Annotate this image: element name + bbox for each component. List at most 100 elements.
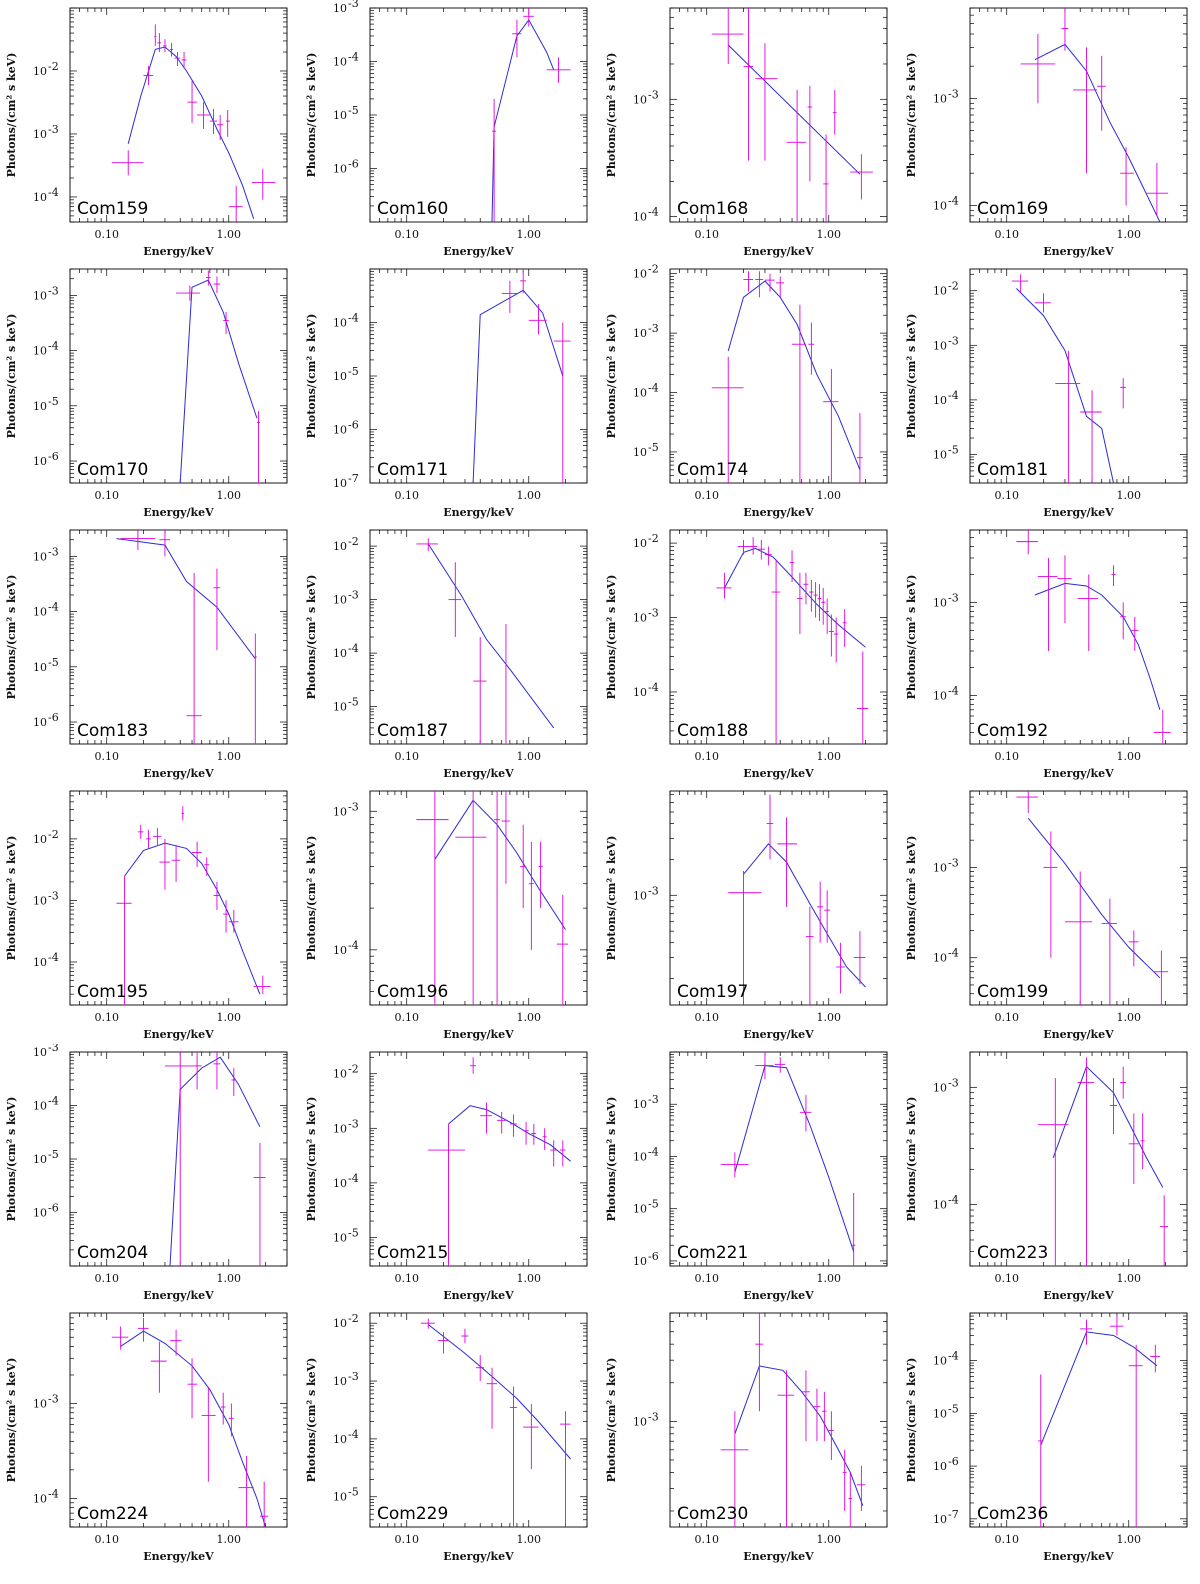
panel-label: Com168 — [677, 199, 748, 219]
y-tick-exponent: -3 — [48, 1393, 59, 1406]
y-tick-label: 10 — [333, 647, 347, 660]
y-tick-exponent: -5 — [48, 1148, 59, 1161]
spectrum-panel: 0.10 1.00 10 -6 10 -5 10 -4 10 -3 Energy/keV Photon… — [0, 261, 300, 525]
data-point — [728, 870, 762, 1005]
y-tick-label: 10 — [633, 612, 647, 625]
plot-area — [116, 530, 257, 744]
data-point — [223, 900, 229, 933]
plot-frame — [669, 529, 888, 745]
y-tick-label: 10 — [633, 889, 647, 902]
panel-label: Com171 — [377, 460, 448, 480]
y-tick-label: 10 — [333, 540, 347, 553]
data-point — [531, 1123, 537, 1145]
y-tick-label: 10 — [633, 268, 647, 281]
data-point — [813, 1388, 821, 1442]
y-tick-exponent: -5 — [348, 696, 359, 709]
data-point — [220, 1392, 226, 1425]
x-tick-label: 1.00 — [817, 1011, 842, 1024]
plot-frame — [369, 1051, 588, 1267]
data-point — [716, 572, 732, 599]
plot-area — [720, 1313, 866, 1527]
data-point — [159, 838, 171, 890]
data-point — [1080, 390, 1102, 483]
panel-label: Com215 — [377, 1243, 448, 1263]
data-point — [523, 1404, 539, 1470]
y-tick-exponent: -6 — [48, 450, 59, 463]
x-tick-label: 1.00 — [1117, 489, 1142, 502]
y-tick-exponent: -5 — [348, 1486, 359, 1499]
data-point — [836, 942, 845, 994]
x-axis-title: Energy/keV — [143, 767, 214, 780]
data-point — [737, 540, 749, 555]
y-tick-exponent: -4 — [48, 1487, 59, 1500]
x-axis-title: Energy/keV — [443, 1550, 514, 1563]
x-tick-label: 0.10 — [994, 750, 1019, 763]
plot-frame — [669, 1312, 888, 1528]
plot-frame — [369, 790, 588, 1006]
data-point — [197, 102, 210, 129]
y-axis-title: Photons/(cm² s keV) — [5, 1097, 18, 1222]
data-point — [1120, 147, 1134, 206]
data-point — [512, 19, 522, 58]
data-point — [209, 108, 217, 134]
data-point — [755, 1052, 774, 1080]
data-point — [856, 413, 863, 483]
panel-label: Com183 — [77, 721, 148, 741]
data-point — [842, 1449, 847, 1511]
y-tick-label: 10 — [933, 285, 947, 298]
data-point — [1128, 1113, 1139, 1184]
x-tick-label: 0.10 — [994, 489, 1019, 502]
y-tick-exponent: -3 — [948, 856, 959, 869]
data-point — [816, 881, 824, 943]
model-curve — [724, 547, 866, 648]
model-curve — [169, 1056, 261, 1266]
data-point — [743, 271, 754, 292]
data-point — [228, 1403, 234, 1437]
model-curve — [491, 18, 555, 222]
plot-frame — [969, 1312, 1188, 1528]
y-tick-label: 10 — [633, 537, 647, 550]
data-point — [213, 1052, 221, 1090]
data-point — [497, 1111, 506, 1134]
data-point — [817, 584, 822, 621]
y-tick-label: 10 — [633, 1098, 647, 1111]
data-point — [223, 311, 229, 334]
y-tick-label: 10 — [333, 1317, 347, 1330]
data-point — [821, 587, 825, 625]
data-point — [1034, 293, 1051, 313]
data-point — [170, 42, 174, 57]
y-tick-exponent: -2 — [948, 280, 959, 293]
spectrum-panel: 0.10 1.00 10 -4 10 -3 Energy/keV Photons/(cm² s… — [300, 783, 600, 1047]
data-point — [801, 1370, 810, 1442]
data-point — [461, 1328, 469, 1344]
data-point — [805, 906, 814, 1005]
y-tick-exponent: -3 — [648, 884, 659, 897]
data-point — [486, 1367, 498, 1429]
model-curve — [1040, 1331, 1158, 1446]
y-tick-label: 10 — [933, 1460, 947, 1473]
plot-frame — [669, 268, 888, 484]
data-point — [420, 1318, 435, 1329]
x-axis-title: Energy/keV — [143, 506, 214, 519]
x-tick-label: 1.00 — [517, 750, 542, 763]
data-point — [546, 57, 571, 83]
y-tick-exponent: -2 — [648, 263, 659, 276]
panel-label: Com192 — [977, 721, 1048, 741]
data-point — [428, 1123, 465, 1266]
y-tick-label: 10 — [933, 861, 947, 874]
y-tick-exponent: -4 — [948, 1350, 959, 1363]
plot-area — [491, 8, 571, 222]
data-point — [187, 1358, 198, 1419]
model-curve — [743, 843, 866, 988]
y-axis-title: Photons/(cm² s keV) — [305, 53, 318, 178]
spectrum-panel: 0.10 1.00 10 -4 10 -3 Energy/keV Photons/(cm² s… — [600, 0, 900, 264]
plot-area — [1016, 791, 1169, 1005]
data-point — [1061, 8, 1069, 51]
y-axis-title: Photons/(cm² s keV) — [605, 836, 618, 961]
panel-label: Com195 — [77, 982, 148, 1002]
data-point — [231, 1068, 237, 1097]
